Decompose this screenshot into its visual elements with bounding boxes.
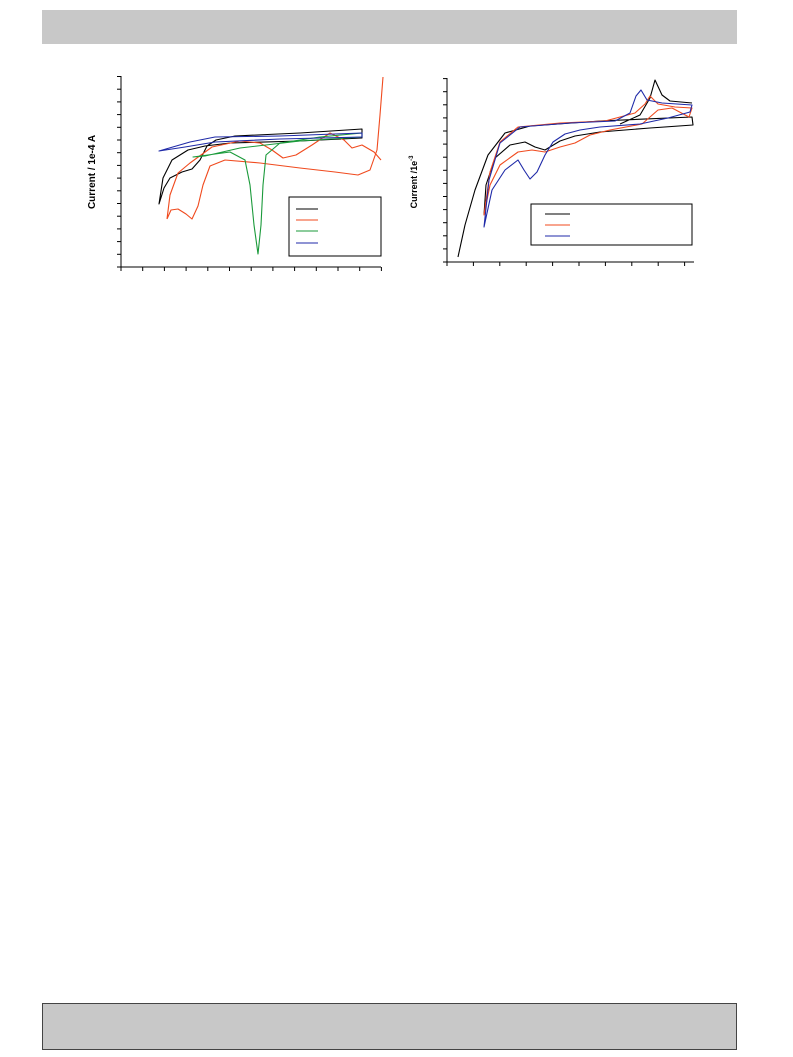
figure-1: Current / 1e-4 A (87, 76, 384, 271)
ticks (117, 76, 382, 271)
y-axis-label: Current / 1e-4 A (87, 135, 98, 209)
curve-red (166, 76, 384, 220)
curve-green (192, 132, 363, 255)
curve-blue (483, 89, 693, 228)
y-axis-label-text: Current /1e (409, 161, 419, 209)
curve-black (158, 128, 363, 205)
y-axis-label: Current /1e-3 (409, 155, 419, 209)
footer-box (42, 1003, 737, 1050)
ticks (443, 78, 686, 266)
curve-red (483, 95, 693, 216)
curve-blue (158, 132, 363, 152)
figure-2: Current /1e-3 (409, 78, 694, 266)
header-bar (42, 10, 737, 44)
y-axis-label-exponent: -3 (409, 155, 415, 161)
curve-black (457, 79, 694, 258)
legend-box (288, 196, 382, 257)
